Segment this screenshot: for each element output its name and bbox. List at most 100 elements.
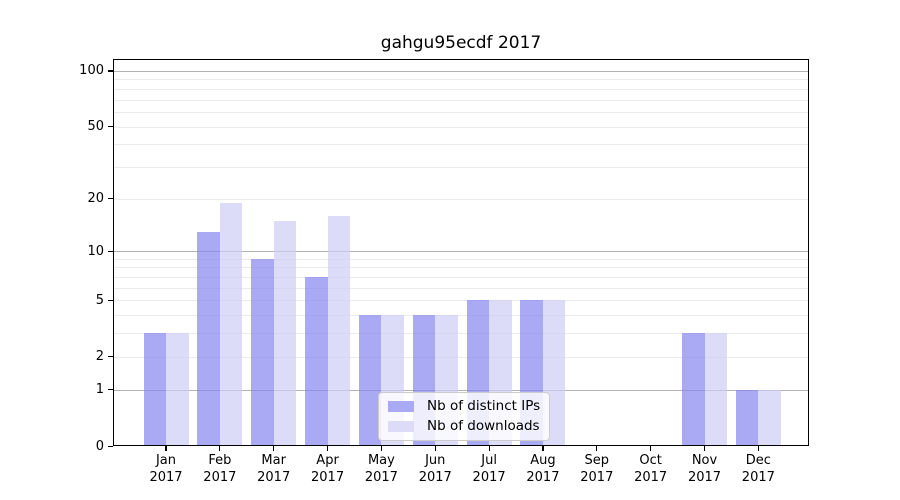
gridline-minor [113, 198, 809, 200]
x-tick-label: Jun 2017 [403, 452, 467, 486]
gridline-minor [113, 315, 809, 317]
gridline-minor [113, 258, 809, 260]
gridline-minor [113, 267, 809, 269]
gridline-minor [113, 111, 809, 113]
gridline-minor [113, 333, 809, 335]
x-tick-mark [434, 446, 436, 451]
gridline-minor [113, 99, 809, 101]
gridline-minor [113, 88, 809, 90]
legend: Nb of distinct IPs Nb of downloads [378, 392, 551, 441]
x-tick-month: Jan [155, 453, 177, 468]
x-tick-mark [542, 446, 544, 451]
gridline-minor [113, 166, 809, 168]
x-tick-year: 2017 [257, 470, 291, 485]
gridline-minor [113, 356, 809, 358]
y-tick-label: 1 [95, 382, 104, 398]
chart-title: gahgu95ecdf 2017 [380, 33, 542, 53]
y-tick-mark [108, 70, 113, 72]
bar-ips-may [358, 315, 382, 446]
legend-swatch-ips-icon [388, 401, 414, 412]
x-tick-mark [596, 446, 598, 451]
y-tick-mark [108, 389, 113, 391]
x-tick-mark [650, 446, 652, 451]
x-tick-year: 2017 [149, 470, 183, 485]
y-tick-label: 100 [79, 63, 104, 79]
x-tick-label: Dec 2017 [726, 452, 790, 486]
x-tick-month: Sep [584, 453, 610, 468]
gridline-minor [113, 287, 809, 289]
legend-swatch-downloads-icon [388, 421, 414, 432]
legend-item-downloads: Nb of downloads [388, 419, 540, 434]
x-tick-year: 2017 [687, 470, 722, 485]
y-tick-label: 20 [87, 191, 104, 207]
x-tick-label: May 2017 [349, 452, 413, 486]
plot-area [113, 59, 809, 446]
bar-downloads-dec [758, 389, 781, 446]
x-tick-label: Nov 2017 [673, 452, 737, 486]
bar-downloads-apr [327, 215, 351, 446]
x-tick-label: Aug 2017 [511, 452, 575, 486]
x-tick-month: Jun [425, 453, 446, 468]
y-tick-label: 0 [95, 438, 104, 454]
legend-item-distinct-ips: Nb of distinct IPs [388, 399, 540, 414]
gridline-minor [113, 277, 809, 279]
x-tick-year: 2017 [741, 470, 775, 485]
x-tick-label: Jan 2017 [134, 452, 198, 486]
x-tick-year: 2017 [634, 470, 668, 485]
x-tick-month: Oct [639, 453, 662, 468]
bar-downloads-mar [273, 220, 297, 446]
x-tick-label: Oct 2017 [619, 452, 683, 486]
x-tick-month: Nov [691, 453, 718, 468]
y-tick-label: 5 [95, 292, 104, 308]
x-tick-year: 2017 [364, 470, 398, 485]
x-tick-month: Mar [261, 453, 286, 468]
x-tick-month: Jul [481, 453, 497, 468]
legend-label-downloads: Nb of downloads [427, 418, 540, 434]
bar-ips-jan [143, 333, 166, 446]
x-tick-label: Jul 2017 [457, 452, 521, 486]
y-tick-label: 50 [87, 119, 104, 134]
bar-ips-feb [197, 231, 220, 446]
gridline-minor [113, 300, 809, 302]
y-tick-mark [108, 356, 113, 358]
y-tick-mark [108, 445, 113, 447]
x-tick-label: Feb 2017 [188, 452, 252, 486]
x-tick-mark [703, 446, 706, 451]
x-tick-mark [757, 446, 759, 451]
x-tick-mark [488, 446, 490, 451]
x-tick-month: Dec [745, 453, 771, 468]
gridline-major [113, 389, 809, 391]
bar-ips-nov [682, 333, 705, 446]
x-tick-year: 2017 [580, 470, 614, 485]
y-tick-mark [108, 198, 113, 200]
y-tick-mark [108, 299, 113, 302]
bar-downloads-jan [166, 333, 189, 446]
gridline-major [113, 70, 809, 72]
y-tick-label: 2 [95, 349, 104, 365]
x-tick-label: Apr 2017 [296, 452, 360, 486]
x-tick-mark [273, 446, 275, 451]
gridline-minor [113, 126, 809, 128]
gridline-minor [113, 144, 809, 146]
x-tick-month: Apr [316, 453, 339, 468]
x-tick-month: Aug [530, 453, 556, 468]
x-tick-year: 2017 [311, 470, 345, 485]
x-tick-mark [326, 446, 329, 451]
x-tick-year: 2017 [526, 470, 560, 485]
y-tick-label: 10 [87, 243, 104, 259]
legend-label-distinct-ips: Nb of distinct IPs [427, 398, 541, 414]
gridline-minor [113, 79, 809, 81]
bar-downloads-feb [219, 202, 243, 446]
x-tick-mark [165, 446, 167, 451]
x-tick-label: Mar 2017 [242, 452, 306, 486]
y-tick-mark [108, 250, 113, 252]
x-tick-label: Sep 2017 [565, 452, 629, 486]
y-tick-mark [108, 126, 113, 128]
bar-downloads-nov [704, 333, 727, 446]
x-tick-year: 2017 [418, 470, 452, 485]
x-tick-year: 2017 [203, 470, 237, 485]
x-tick-mark [380, 446, 382, 451]
x-tick-month: May [367, 453, 395, 468]
x-tick-year: 2017 [472, 470, 506, 485]
